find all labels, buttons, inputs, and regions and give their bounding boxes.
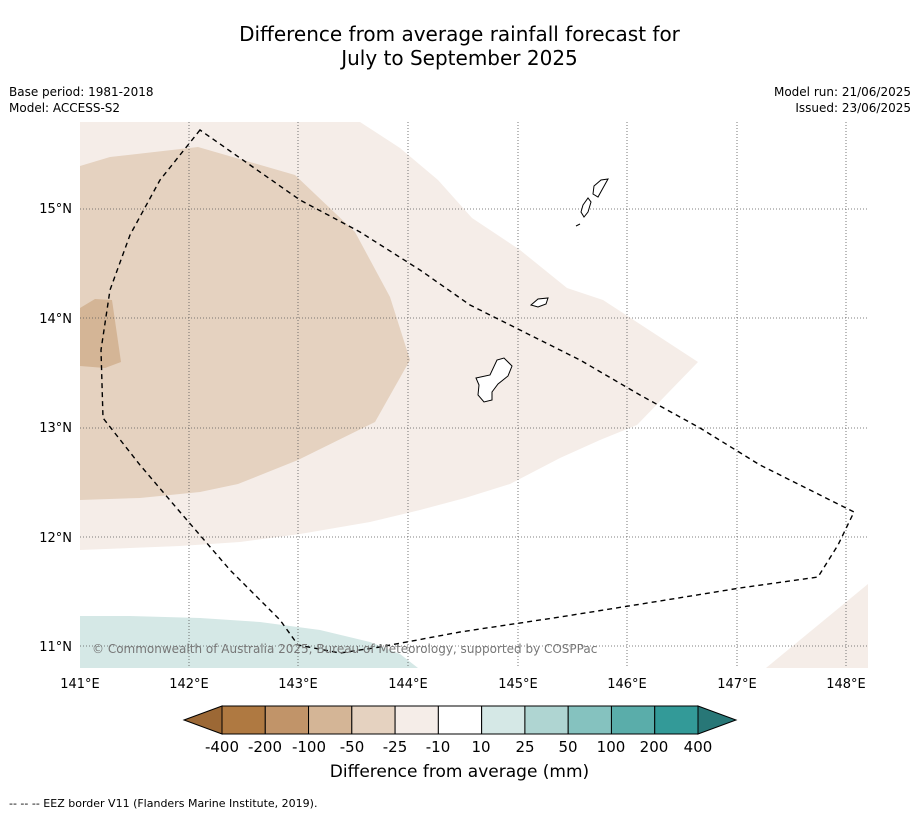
colorbar-cell xyxy=(351,705,396,735)
base-period-text: Base period: 1981-2018 xyxy=(9,85,154,99)
cb-tick-label: 400 xyxy=(684,738,713,756)
zone-plus10-to-plus25 xyxy=(80,616,418,668)
lon-label-145e: 145°E xyxy=(498,677,538,692)
saipan-island xyxy=(592,178,609,198)
colorbar-cell xyxy=(308,705,353,735)
cb-tick-label: -10 xyxy=(426,738,451,756)
eez-legend: -- -- -- EEZ border V11 (Flanders Marine… xyxy=(9,797,318,810)
lon-label-147e: 147°E xyxy=(717,677,757,692)
lat-label-15n: 15°N xyxy=(39,202,72,217)
title-line-1: Difference from average rainfall forecas… xyxy=(239,22,680,46)
lon-label-146e: 146°E xyxy=(607,677,647,692)
title-line-2: July to September 2025 xyxy=(341,46,578,70)
lat-label-11n: 11°N xyxy=(39,640,72,655)
model-text: Model: ACCESS-S2 xyxy=(9,101,121,115)
map-title: Difference from average rainfall forecas… xyxy=(0,22,919,70)
latitude-labels: 15°N 14°N 13°N 12°N 11°N xyxy=(39,202,72,655)
lat-label-14n: 14°N xyxy=(39,312,72,327)
colorbar-cell xyxy=(654,705,699,735)
cb-tick-label: -400 xyxy=(205,738,239,756)
cb-tick-label: 50 xyxy=(558,738,577,756)
aguijan-island xyxy=(575,223,581,227)
cb-tick-label: 200 xyxy=(640,738,669,756)
colorbar-title: Difference from average (mm) xyxy=(329,762,590,782)
cb-tick-label: -50 xyxy=(340,738,365,756)
model-info: Base period: 1981-2018 Model: ACCESS-S2 xyxy=(9,84,154,116)
lon-label-142e: 142°E xyxy=(169,677,209,692)
islands xyxy=(475,178,609,403)
colorbar-cell xyxy=(610,705,656,735)
lon-label-141e: 141°E xyxy=(60,677,100,692)
colorbar-cells xyxy=(221,705,699,735)
lon-label-148e: 148°E xyxy=(826,677,866,692)
colorbar-cell xyxy=(437,705,483,735)
lat-label-12n: 12°N xyxy=(39,531,72,546)
rota-island xyxy=(529,297,549,308)
cb-tick-label: -200 xyxy=(248,738,282,756)
colorbar-tick-labels: -400 -200 -100 -50 -25 -10 10 25 50 100 … xyxy=(205,738,712,756)
zone-minus50-to-minus100 xyxy=(80,299,121,368)
copyright-notice: © Commonwealth of Australia 2025, Bureau… xyxy=(92,642,597,656)
colorbar-cell xyxy=(567,705,612,735)
colorbar-extend-low xyxy=(182,705,223,735)
colorbar-cell xyxy=(524,705,569,735)
cb-tick-label: 10 xyxy=(471,738,490,756)
tinian-island xyxy=(580,197,592,218)
lat-label-13n: 13°N xyxy=(39,421,72,436)
run-info: Model run: 21/06/2025 Issued: 23/06/2025 xyxy=(774,84,911,116)
zone-minus25-to-minus50 xyxy=(80,147,410,500)
cb-tick-label: -25 xyxy=(383,738,408,756)
issued-text: Issued: 23/06/2025 xyxy=(795,101,911,115)
lon-label-143e: 143°E xyxy=(278,677,318,692)
eez-border xyxy=(100,129,855,654)
cb-tick-label: 100 xyxy=(597,738,626,756)
longitude-labels: 141°E 142°E 143°E 144°E 145°E 146°E 147°… xyxy=(60,677,866,692)
colorbar-extend-high xyxy=(697,705,738,735)
graticule xyxy=(80,122,868,668)
colorbar-cell xyxy=(264,705,310,735)
colorbar-cell xyxy=(221,705,266,735)
colorbar-cell xyxy=(481,705,526,735)
model-run-text: Model run: 21/06/2025 xyxy=(773,85,911,99)
colorbar: -400 -200 -100 -50 -25 -10 10 25 50 100 … xyxy=(182,705,738,756)
cb-tick-label: 25 xyxy=(515,738,534,756)
cb-tick-label: -100 xyxy=(292,738,326,756)
lon-label-144e: 144°E xyxy=(388,677,428,692)
colorbar-cell xyxy=(394,705,439,735)
zone-minus10-corner xyxy=(766,584,868,668)
guam-island xyxy=(475,357,513,403)
rainfall-shading xyxy=(80,122,868,668)
